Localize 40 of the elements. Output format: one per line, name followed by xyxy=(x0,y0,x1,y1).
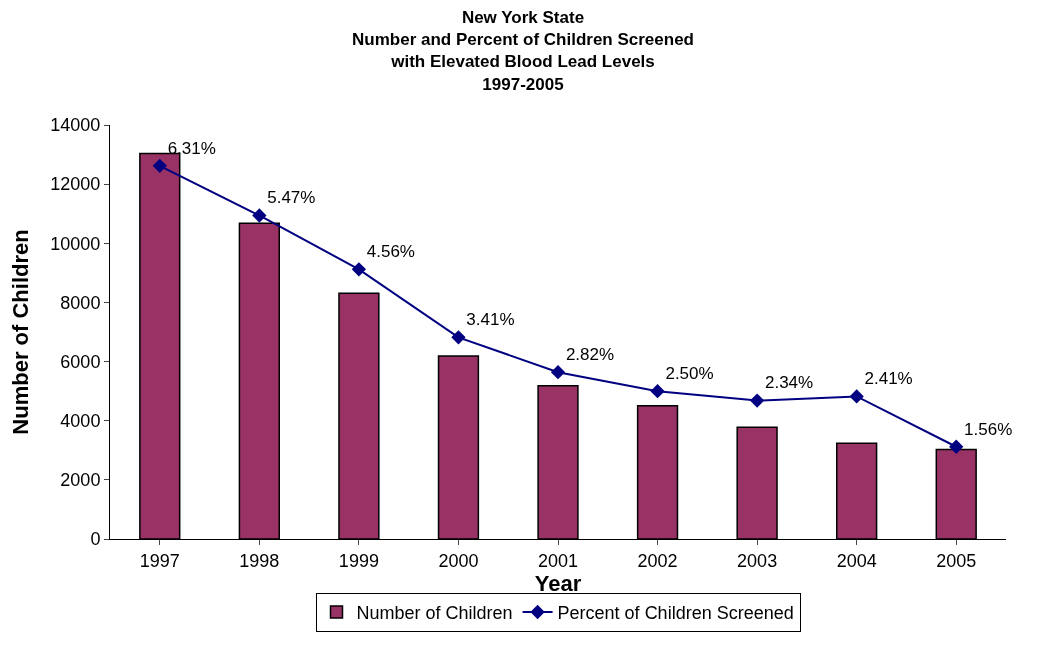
y-tick-label: 6000 xyxy=(60,351,101,372)
y-tick-label: 4000 xyxy=(60,411,101,432)
chart-title: New York State Number and Percent of Children Screened with Elevated Blood Lead Levels 1997-2005 xyxy=(352,8,694,94)
point xyxy=(351,262,367,277)
x-axis-title: Year xyxy=(534,570,582,596)
y-tick-label: 12000 xyxy=(50,174,101,195)
y-axis-title: Number of Children xyxy=(8,229,34,435)
point xyxy=(849,389,864,404)
data-label: 3.41% xyxy=(466,310,515,330)
y-tick-label: 14000 xyxy=(50,115,101,136)
point xyxy=(152,158,167,173)
data-label: 4.56% xyxy=(366,242,415,262)
data-label: 2.50% xyxy=(665,364,714,384)
y-tick-label: 8000 xyxy=(60,292,101,313)
x-tick-label: 1997 xyxy=(139,550,180,571)
x-tick-label: 2004 xyxy=(836,550,877,571)
x-tick-label: 2002 xyxy=(637,550,678,571)
y-tick-label: 0 xyxy=(90,529,101,550)
legend-label: Percent of Children Screened xyxy=(557,603,794,624)
x-tick-label: 2001 xyxy=(537,550,579,571)
x-tick-label: 2005 xyxy=(936,550,977,571)
x-tick-label: 1999 xyxy=(338,550,379,571)
data-label: 6.31% xyxy=(167,138,216,158)
point xyxy=(949,439,964,454)
point xyxy=(749,393,765,408)
point xyxy=(252,208,267,223)
x-tick-label: 1998 xyxy=(239,550,280,571)
legend-label: Number of Children xyxy=(356,603,513,624)
point xyxy=(451,330,466,345)
y-tick-label: 2000 xyxy=(60,470,101,491)
data-label: 2.34% xyxy=(764,373,814,393)
point xyxy=(550,365,566,380)
data-label: 1.56% xyxy=(964,419,1013,439)
point xyxy=(650,383,665,399)
data-label: 2.82% xyxy=(565,345,615,365)
x-tick-label: 2003 xyxy=(737,550,778,571)
x-tick-label: 2000 xyxy=(438,550,479,571)
data-label: 5.47% xyxy=(267,188,316,208)
y-tick-label: 10000 xyxy=(50,233,101,254)
data-label: 2.41% xyxy=(864,369,913,389)
